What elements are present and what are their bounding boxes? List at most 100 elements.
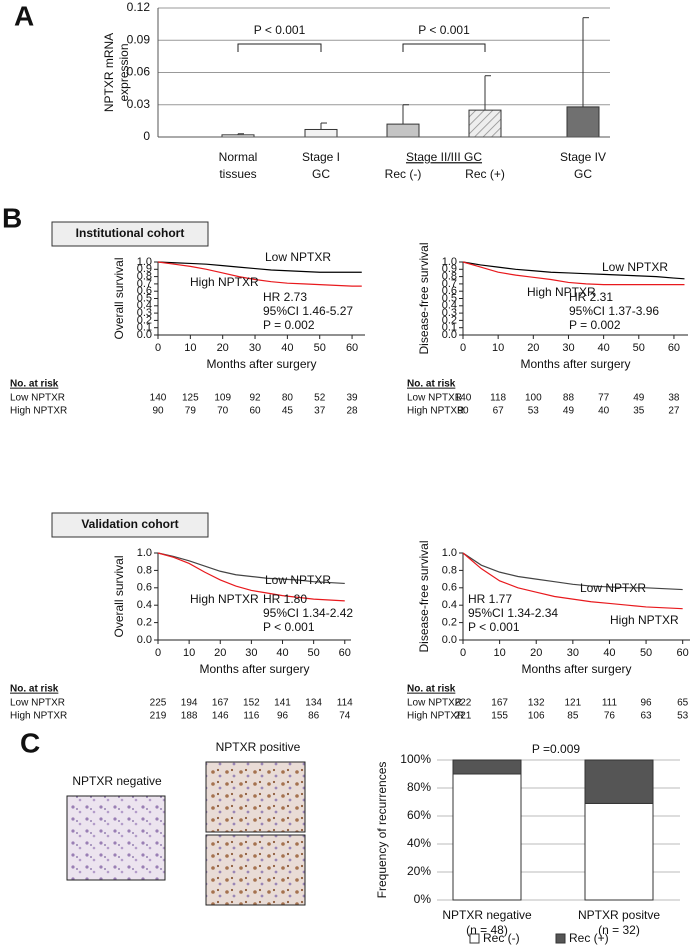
risk-count: 37	[314, 406, 326, 417]
x-tick-label: 0	[155, 647, 161, 659]
y-tick-label: 0.6	[137, 582, 152, 594]
risk-count: 38	[668, 393, 680, 404]
risk-count: 63	[641, 711, 653, 722]
cohort-box	[51, 221, 209, 247]
survival-curve	[157, 552, 345, 602]
risk-row-label: High NPTXR	[407, 406, 464, 417]
risk-count: 88	[563, 393, 575, 404]
annotation: 95%CI 1.37-3.96	[569, 304, 659, 318]
risk-count: 90	[457, 406, 469, 417]
cohort-label: Institutional cohort	[76, 226, 185, 240]
y-tick-label: 0.7	[442, 278, 457, 290]
y-tick-label: 80%	[407, 780, 431, 794]
y-tick-label: 0.2	[442, 617, 457, 629]
y-tick-label: 0.5	[442, 292, 457, 304]
x-tick-label: Rec (-)	[385, 167, 422, 181]
y-tick-label: 0.4	[442, 300, 457, 312]
risk-count: 167	[212, 698, 229, 709]
annotation: 95%CI 1.34-2.34	[468, 606, 558, 620]
risk-count: 140	[455, 393, 472, 404]
annotation: HR 1.80	[263, 592, 307, 606]
risk-count: 49	[633, 393, 645, 404]
group-label: Stage II/III GC	[406, 150, 482, 164]
risk-count: 188	[181, 711, 198, 722]
risk-row-label: High NPTXR	[10, 711, 67, 722]
risk-count: 65	[677, 698, 689, 709]
x-tick-label: 10	[184, 342, 196, 354]
survival-curve	[462, 261, 685, 286]
y-tick-label: 0.0	[137, 329, 152, 341]
legend-label: Rec (+)	[569, 931, 609, 945]
annotation: HR 1.77	[468, 592, 512, 606]
x-tick-label: 60	[668, 342, 680, 354]
risk-count: 109	[214, 393, 231, 404]
x-tick-label: 40	[276, 647, 288, 659]
x-tick-label: 20	[527, 342, 539, 354]
y-tick-label: 0.2	[137, 617, 152, 629]
y-tick-label: 0.12	[127, 0, 151, 14]
y-tick-label: 0.8	[137, 564, 152, 576]
risk-count: 222	[455, 698, 472, 709]
x-axis-label: Months after surgery	[206, 357, 316, 371]
risk-count: 114	[337, 698, 353, 709]
x-tick-label: 0	[155, 342, 161, 354]
y-tick-label: 0.9	[442, 263, 457, 275]
panel-label: A	[14, 0, 34, 31]
y-tick-label: 0.0	[442, 329, 457, 341]
risk-count: 155	[491, 711, 508, 722]
bar-segment	[452, 759, 522, 775]
x-axis-label: Months after surgery	[521, 662, 631, 676]
y-axis-label: Overall survival	[112, 555, 126, 637]
y-tick-label: 0.09	[127, 32, 151, 46]
risk-count: 35	[633, 406, 645, 417]
legend-label: Rec (-)	[483, 931, 520, 945]
x-tick-label: GC	[574, 167, 592, 181]
risk-count: 70	[217, 406, 229, 417]
risk-count: 92	[249, 393, 261, 404]
x-tick-label: 0	[460, 342, 466, 354]
y-tick-label: 0.6	[442, 285, 457, 297]
risk-title: No. at risk	[407, 379, 456, 390]
risk-count: 118	[490, 393, 506, 404]
y-tick-label: 0.3	[137, 307, 152, 319]
risk-count: 79	[185, 406, 197, 417]
legend-swatch	[469, 933, 480, 944]
y-tick-label: 0.1	[137, 322, 152, 334]
annotation: P < 0.001	[263, 620, 315, 634]
annotation: P < 0.001	[254, 23, 306, 37]
x-tick-label: 50	[308, 647, 320, 659]
micrograph	[66, 795, 166, 881]
risk-count: 52	[314, 393, 326, 404]
risk-count: 194	[181, 698, 198, 709]
x-tick-label: 30	[567, 647, 579, 659]
survival-curve	[157, 261, 362, 287]
bar-segment	[584, 802, 654, 901]
image-label: NPTXR positive	[216, 740, 301, 754]
x-tick-label: 50	[314, 342, 326, 354]
y-tick-label: 0.5	[137, 292, 152, 304]
y-axis-label: Overall survival	[112, 257, 126, 339]
risk-count: 67	[493, 406, 505, 417]
annotation: P < 0.001	[468, 620, 520, 634]
y-tick-label: 40%	[407, 836, 431, 850]
survival-curve	[157, 261, 362, 273]
risk-count: 141	[274, 698, 291, 709]
series-label: Low NPTXR	[602, 260, 668, 274]
x-tick-label: 10	[183, 647, 195, 659]
x-axis-label: Months after surgery	[520, 357, 630, 371]
risk-count: 74	[339, 711, 351, 722]
annotation: 95%CI 1.34-2.42	[263, 606, 353, 620]
survival-curve	[462, 552, 683, 610]
x-tick-note: (n = 32)	[598, 923, 640, 937]
cohort-box	[51, 512, 209, 538]
bar	[386, 123, 420, 138]
bar-segment	[452, 773, 522, 901]
risk-count: 60	[249, 406, 261, 417]
y-tick-label: 0.1	[442, 322, 457, 334]
y-tick-label: 0.06	[127, 65, 151, 79]
risk-count: 132	[528, 698, 545, 709]
risk-count: 134	[305, 698, 322, 709]
x-tick-label: 40	[281, 342, 293, 354]
series-label: Low NPTXR	[580, 581, 646, 595]
